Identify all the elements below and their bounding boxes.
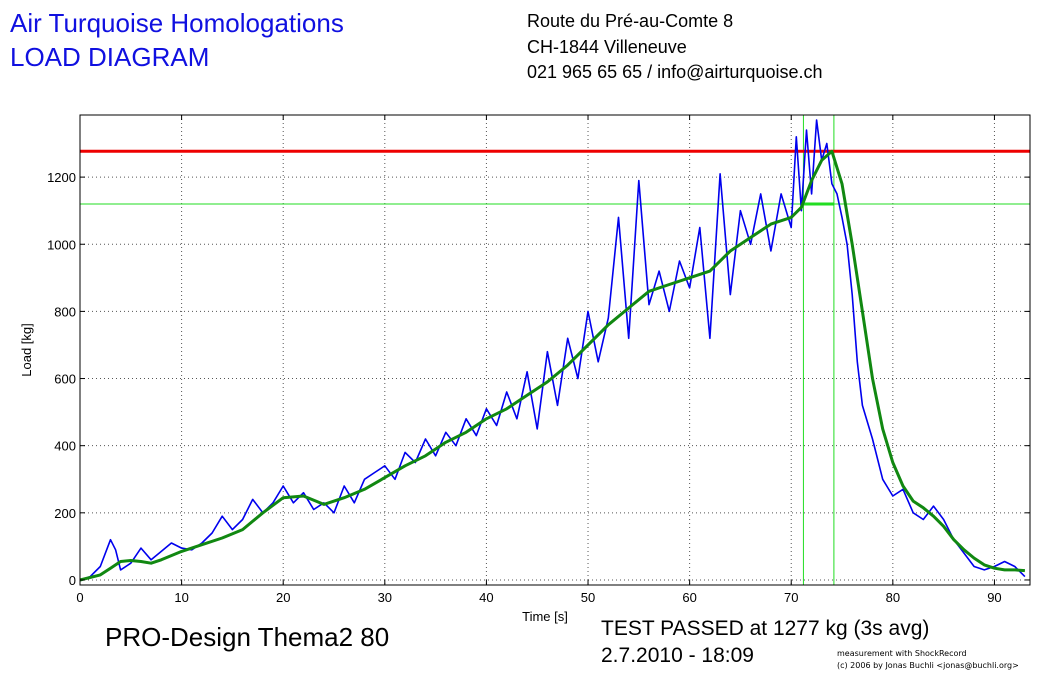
x-tick-label: 80 bbox=[886, 590, 900, 605]
test-result: TEST PASSED at 1277 kg (3s avg) bbox=[601, 617, 930, 640]
x-tick-label: 60 bbox=[682, 590, 696, 605]
y-axis-ticks: 0 200 400 600 800 1000 1200 bbox=[47, 170, 1030, 588]
credit-line-1: measurement with ShockRecord bbox=[837, 649, 967, 658]
x-tick-label: 90 bbox=[987, 590, 1001, 605]
diagram-title: LOAD DIAGRAM bbox=[10, 42, 210, 72]
x-tick-label: 0 bbox=[76, 590, 83, 605]
credit-line-2: (c) 2006 by Jonas Buchli <jonas@buchli.o… bbox=[837, 661, 1019, 670]
y-tick-label: 600 bbox=[54, 372, 76, 387]
x-axis-ticks: 0 10 20 30 40 50 60 70 80 90 bbox=[76, 115, 1002, 605]
reference-lines bbox=[80, 115, 1030, 585]
address-line-2: CH-1844 Villeneuve bbox=[527, 37, 687, 57]
x-tick-label: 40 bbox=[479, 590, 493, 605]
x-tick-label: 30 bbox=[378, 590, 392, 605]
company-title: Air Turquoise Homologations bbox=[10, 8, 344, 38]
y-tick-label: 800 bbox=[54, 304, 76, 319]
x-tick-label: 70 bbox=[784, 590, 798, 605]
x-tick-label: 20 bbox=[276, 590, 290, 605]
x-tick-label: 50 bbox=[581, 590, 595, 605]
y-axis-label: Load [kg] bbox=[19, 323, 34, 377]
glider-model: PRO-Design Thema2 80 bbox=[105, 622, 390, 652]
x-tick-label: 10 bbox=[174, 590, 188, 605]
series-group bbox=[79, 119, 1026, 582]
average-load-series bbox=[79, 149, 1026, 582]
y-tick-label: 200 bbox=[54, 506, 76, 521]
x-axis-label: Time [s] bbox=[522, 609, 568, 624]
test-datetime: 2.7.2010 - 18:09 bbox=[601, 644, 754, 667]
contact-line: 021 965 65 65 / info@airturquoise.ch bbox=[527, 62, 823, 82]
y-tick-label: 1000 bbox=[47, 237, 76, 252]
plot-frame bbox=[79, 114, 1031, 586]
y-tick-label: 0 bbox=[69, 573, 76, 588]
y-tick-label: 400 bbox=[54, 439, 76, 454]
grid-lines bbox=[80, 115, 1030, 585]
address-line-1: Route du Pré-au-Comte 8 bbox=[527, 11, 734, 31]
y-tick-label: 1200 bbox=[47, 170, 76, 185]
raw-load-series bbox=[79, 119, 1026, 581]
